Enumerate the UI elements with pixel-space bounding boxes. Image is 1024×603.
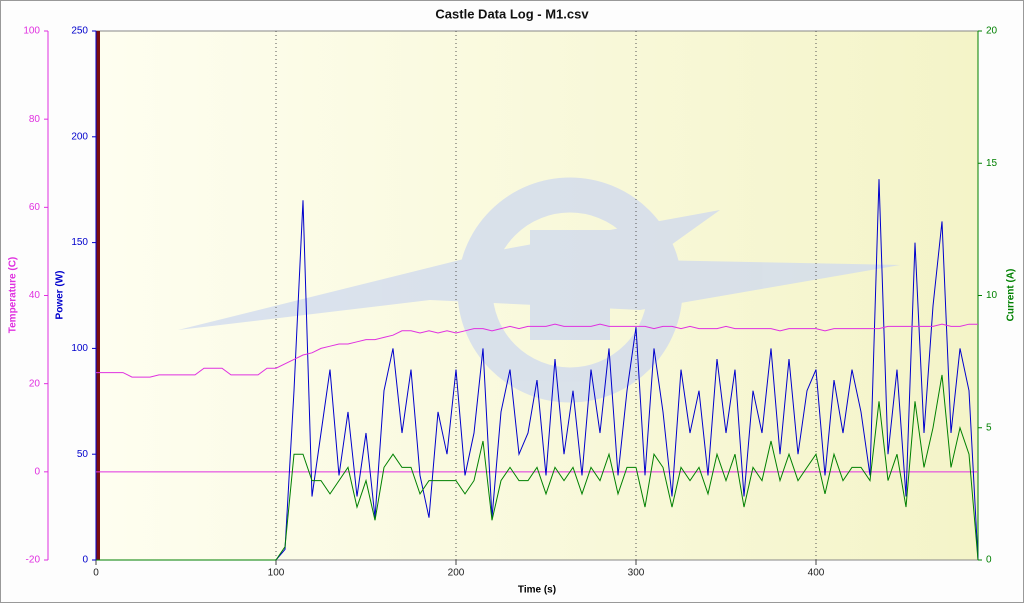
y-tick-label: 15 — [986, 158, 998, 169]
y-tick-label: 100 — [23, 26, 40, 37]
y-tick-label: 5 — [986, 422, 992, 433]
y-tick-label: 200 — [71, 131, 88, 142]
chart-title: Castle Data Log - M1.csv — [435, 6, 589, 21]
y-tick-label: 80 — [29, 114, 41, 125]
y-tick-label: 20 — [29, 378, 41, 389]
y-tick-label: 10 — [986, 290, 998, 301]
y-tick-label: 100 — [71, 343, 88, 354]
x-tick-label: 200 — [448, 568, 465, 579]
y-axis-title: Power (W) — [55, 271, 66, 320]
x-axis-title: Time (s) — [518, 585, 556, 596]
y-tick-label: 0 — [82, 555, 88, 566]
y-tick-label: 50 — [77, 449, 89, 460]
y3-axis-title: Temperature (C) — [8, 257, 19, 334]
x-tick-label: 300 — [628, 568, 645, 579]
x-tick-label: 0 — [93, 568, 99, 579]
series-line — [96, 374, 979, 561]
y-tick-label: 250 — [71, 26, 88, 37]
y-tick-label: 150 — [71, 237, 88, 248]
y2-axis-title: Current (A) — [1006, 269, 1017, 322]
watermark — [178, 177, 900, 403]
y-tick-label: 0 — [986, 555, 992, 566]
y-tick-label: 20 — [986, 26, 998, 37]
series-line — [96, 323, 978, 378]
y-tick-label: 0 — [34, 466, 40, 477]
x-tick-label: 400 — [808, 568, 825, 579]
y-tick-label: 60 — [29, 202, 41, 213]
y-tick-label: 40 — [29, 290, 41, 301]
y-tick-label: -20 — [26, 555, 41, 566]
start-bar — [96, 31, 100, 560]
x-tick-label: 100 — [268, 568, 285, 579]
